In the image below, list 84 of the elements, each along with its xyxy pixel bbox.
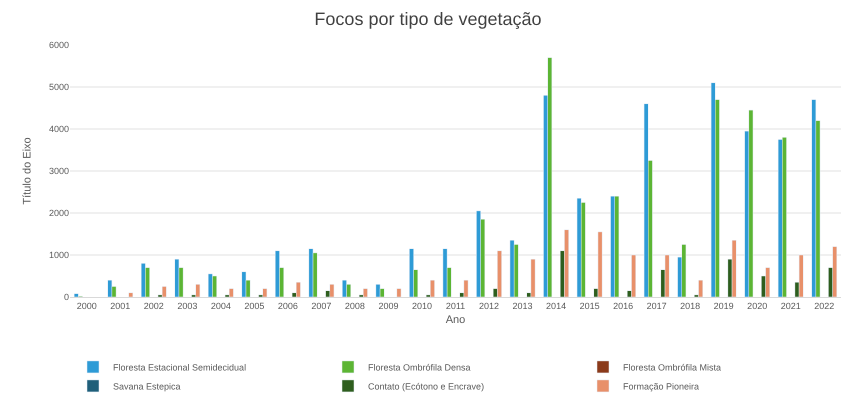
bar (380, 288, 385, 297)
bar (510, 240, 514, 297)
x-tick-label: 2003 (177, 300, 198, 311)
x-tick-label: 2009 (378, 300, 398, 311)
bar (798, 254, 804, 297)
bar (664, 254, 670, 297)
bar (275, 250, 280, 297)
x-tick-label: 2017 (646, 300, 667, 311)
y-tick-label: 1000 (48, 250, 69, 260)
x-tick-label: 2011 (446, 300, 466, 311)
bar (195, 284, 200, 297)
bar (330, 284, 334, 297)
y-axis-title: Título do Eixo (22, 137, 34, 205)
chart-title: Focos por tipo de vegetação (314, 8, 542, 29)
legend-label: Formação Pioneira (623, 381, 700, 392)
bar (497, 250, 502, 297)
bar (631, 254, 636, 297)
bar (732, 240, 736, 297)
bar (228, 288, 234, 297)
bar (476, 210, 481, 297)
y-tick-label: 0 (64, 292, 69, 302)
bar (409, 248, 414, 297)
x-tick-label: 2008 (344, 300, 365, 311)
x-tick-label: 2000 (76, 300, 97, 311)
bar (430, 280, 435, 297)
y-tick-label: 4000 (48, 124, 69, 134)
bar (363, 288, 368, 297)
legend-label: Savana Estepica (113, 381, 181, 392)
x-tick-label: 2016 (613, 300, 634, 311)
legend-label: Floresta Ombrófila Mista (623, 362, 722, 372)
bar (598, 232, 602, 297)
bar (376, 284, 380, 297)
y-tick-label: 6000 (48, 40, 69, 50)
x-tick-label: 2014 (546, 300, 566, 311)
bar (212, 276, 217, 297)
x-axis-title: Ano (446, 314, 466, 326)
bar (312, 252, 318, 297)
bar (530, 258, 536, 297)
x-tick-label: 2020 (747, 300, 768, 311)
x-tick-label: 2021 (780, 300, 801, 311)
bar (145, 267, 150, 297)
bar (174, 258, 180, 297)
x-tick-label: 2022 (814, 300, 834, 311)
bar (610, 196, 615, 297)
x-tick-label: 2001 (110, 300, 130, 311)
bar (748, 110, 754, 297)
x-tick-label: 2019 (714, 300, 734, 311)
bar (128, 292, 134, 297)
bar (698, 280, 703, 297)
y-tick-label: 3000 (48, 166, 69, 176)
bar (782, 137, 787, 297)
bar (296, 282, 301, 297)
x-tick-label: 2002 (144, 300, 164, 311)
bar (396, 288, 402, 297)
bar (346, 284, 351, 297)
x-tick-label: 2012 (479, 300, 500, 311)
legend-label: Floresta Ombrófila Densa (368, 362, 471, 372)
bar (580, 202, 586, 297)
x-tick-label: 2018 (680, 300, 700, 311)
bar (682, 244, 686, 297)
legend-label: Contato (Ecótono e Encrave) (368, 381, 484, 392)
bar (576, 198, 582, 297)
bar (547, 57, 552, 297)
x-tick-label: 2005 (244, 300, 264, 311)
bar (514, 244, 519, 297)
x-tick-label: 2015 (580, 300, 600, 311)
bar (564, 230, 569, 297)
bar (832, 246, 838, 297)
bar (162, 286, 167, 297)
bar (242, 272, 246, 297)
x-tick-label: 2010 (412, 300, 432, 311)
bar (442, 248, 448, 297)
legend-label: Floresta Estacional Semidecidual (113, 362, 246, 372)
bar (342, 280, 347, 297)
y-tick-label: 2000 (48, 208, 69, 218)
bar (765, 267, 770, 297)
x-tick-label: 2004 (210, 300, 231, 311)
x-tick-label: 2006 (278, 300, 298, 311)
x-tick-label: 2007 (311, 300, 332, 311)
bar (74, 293, 79, 297)
bar (614, 196, 620, 297)
y-tick-label: 5000 (48, 82, 69, 92)
bar (464, 280, 468, 297)
x-tick-label: 2013 (512, 300, 533, 311)
